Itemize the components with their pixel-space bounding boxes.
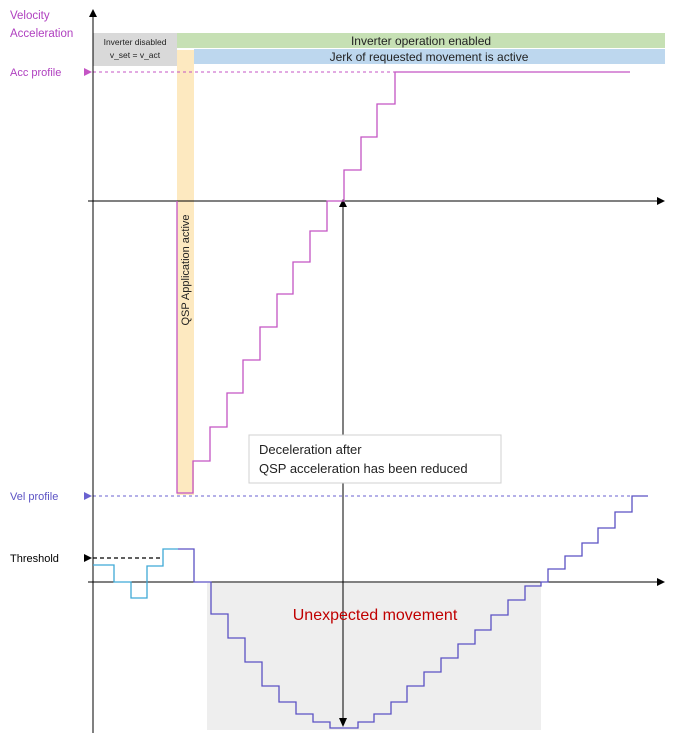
vel-profile-label: Vel profile	[10, 491, 58, 503]
unexpected-region	[207, 583, 541, 730]
acc-marker-icon	[84, 68, 92, 76]
vel-curve	[178, 495, 648, 729]
inverter-enabled-text: Inverter operation enabled	[351, 34, 491, 48]
inverter-disabled-box	[93, 33, 177, 66]
threshold-marker-icon	[84, 554, 92, 562]
threshold-label: Threshold	[10, 553, 59, 565]
decel-text-1: Deceleration after	[259, 442, 362, 457]
jerk-active-text: Jerk of requested movement is active	[330, 50, 529, 64]
inverter-disabled-text-1: Inverter disabled	[104, 37, 167, 47]
acceleration-label: Acceleration	[10, 28, 73, 40]
qsp-bar	[177, 50, 194, 495]
jerk-active-bar	[194, 49, 665, 64]
unexpected-movement-text: Unexpected movement	[293, 607, 458, 624]
vel-marker-icon	[84, 492, 92, 500]
acc-profile-label: Acc profile	[10, 67, 61, 79]
acc-curve	[176, 71, 630, 494]
decel-annotation-box	[248, 434, 502, 484]
velocity-label: Velocity	[10, 10, 50, 22]
qsp-active-text: QSP Application active	[180, 214, 192, 325]
inverter-enabled-bar	[177, 33, 665, 48]
time-marker-arrow-down	[339, 718, 347, 727]
inverter-disabled-text-2: v_set = v_act	[110, 50, 161, 60]
decel-text-2: QSP acceleration has been reduced	[259, 461, 468, 476]
time-marker-arrow-up	[339, 199, 347, 207]
vel-curve-before	[93, 548, 178, 599]
